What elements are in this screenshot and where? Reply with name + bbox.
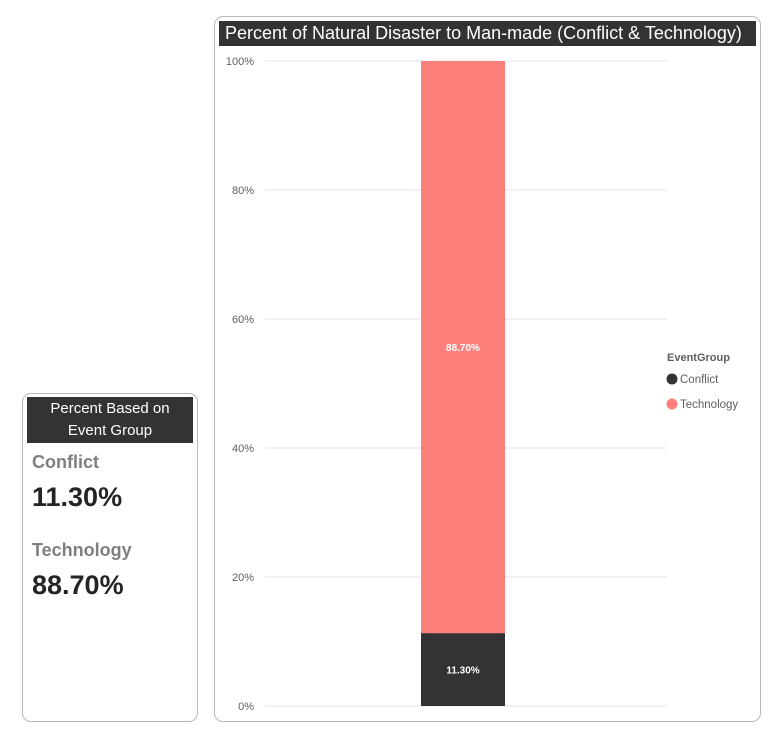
kpi-card-title-line1: Percent Based on bbox=[50, 400, 170, 417]
legend-title: EventGroup bbox=[667, 352, 730, 364]
legend-marker-conflict bbox=[666, 373, 678, 385]
kpi-label-conflict: Conflict bbox=[32, 452, 99, 472]
kpi-value-technology: 88.70% bbox=[32, 570, 124, 600]
kpi-card-title-line2: Event Group bbox=[67, 422, 153, 439]
y-tick-label: 0% bbox=[238, 701, 254, 713]
kpi-label-technology: Technology bbox=[32, 540, 132, 560]
bar-segment-conflict bbox=[421, 633, 505, 706]
y-tick-label: 80% bbox=[232, 185, 254, 197]
chart-title: Percent of Natural Disaster to Man-made … bbox=[219, 21, 756, 46]
y-tick-label: 100% bbox=[226, 56, 254, 68]
y-tick-label: 20% bbox=[232, 572, 254, 584]
y-tick-label: 60% bbox=[232, 314, 254, 326]
y-tick-label: 40% bbox=[232, 443, 254, 455]
legend-marker-technology bbox=[666, 398, 678, 410]
legend-label-technology: Technology bbox=[680, 399, 738, 411]
legend-label-conflict: Conflict bbox=[680, 374, 719, 386]
data-label-technology: 88.70% bbox=[446, 343, 480, 354]
chart-card: Percent of Natural Disaster to Man-made … bbox=[214, 16, 761, 722]
stacked-bar-chart: 0% 20% 40% 60% 80% 100% 11.30% 88.70% EventGroup… bbox=[226, 56, 739, 713]
kpi-card: Percent Based on Event Group Conflict 11… bbox=[22, 393, 198, 722]
kpi-value-conflict: 11.30% bbox=[32, 482, 123, 512]
data-label-conflict: 11.30% bbox=[446, 666, 479, 677]
kpi-card-title: Percent Based on Event Group bbox=[27, 397, 193, 443]
bar-segment-technology bbox=[421, 61, 505, 634]
